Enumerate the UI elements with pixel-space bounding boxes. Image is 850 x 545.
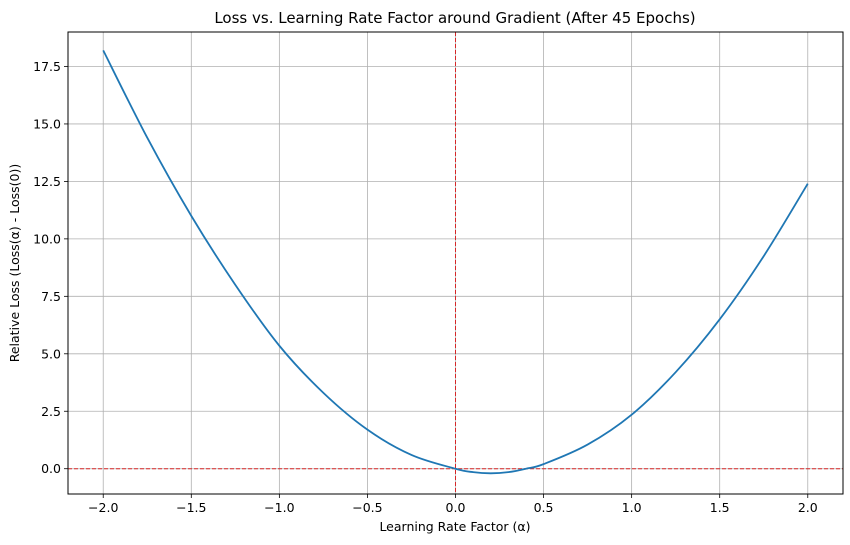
series (102, 49, 809, 475)
y-axis-label: Relative Loss (Loss(α) - Loss(0)) (7, 164, 22, 363)
loss-series-line (102, 49, 809, 475)
x-tick-label: 1.0 (622, 500, 642, 515)
x-axis-ticks: −2.0 −1.5 −1.0 −0.5 0.0 0.5 1.0 1.5 2.0 (88, 494, 818, 515)
y-tick-label: 0.0 (41, 461, 61, 476)
x-tick-label: −2.0 (88, 500, 118, 515)
y-tick-label: 2.5 (41, 404, 61, 419)
x-tick-label: −1.0 (264, 500, 294, 515)
x-tick-label: 1.5 (710, 500, 730, 515)
chart-title: Loss vs. Learning Rate Factor around Gra… (214, 9, 695, 27)
y-tick-label: 5.0 (41, 346, 61, 361)
x-axis-label: Learning Rate Factor (α) (379, 519, 530, 534)
y-tick-label: 17.5 (33, 59, 61, 74)
y-axis-ticks: 0.0 2.5 5.0 7.5 10.0 12.5 15.0 17.5 (33, 59, 68, 476)
x-tick-label: −1.5 (176, 500, 206, 515)
x-tick-label: 2.0 (798, 500, 818, 515)
y-tick-label: 7.5 (41, 289, 61, 304)
x-tick-label: −0.5 (352, 500, 382, 515)
y-tick-label: 10.0 (33, 231, 61, 246)
y-tick-label: 15.0 (33, 116, 61, 131)
x-tick-label: 0.0 (446, 500, 466, 515)
y-tick-label: 12.5 (33, 174, 61, 189)
x-tick-label: 0.5 (534, 500, 554, 515)
